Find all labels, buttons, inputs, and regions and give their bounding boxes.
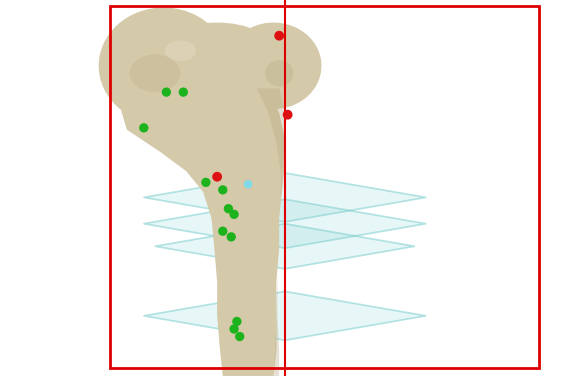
Ellipse shape	[161, 23, 274, 79]
Ellipse shape	[99, 8, 228, 124]
Point	[275, 33, 284, 39]
Point	[244, 181, 253, 187]
Point	[283, 112, 292, 118]
Ellipse shape	[130, 55, 180, 92]
Polygon shape	[144, 199, 426, 248]
Point	[179, 89, 188, 95]
Point	[230, 326, 239, 332]
Polygon shape	[144, 291, 426, 340]
Point	[162, 89, 171, 95]
Point	[139, 125, 148, 131]
Polygon shape	[155, 224, 415, 269]
Point	[213, 174, 222, 180]
Point	[218, 228, 227, 234]
Point	[232, 318, 241, 324]
Polygon shape	[257, 88, 285, 376]
Point	[201, 179, 210, 185]
Polygon shape	[144, 173, 426, 222]
Point	[235, 334, 244, 340]
Point	[230, 211, 239, 217]
Point	[227, 234, 236, 240]
Polygon shape	[121, 62, 285, 376]
Point	[224, 206, 233, 212]
Ellipse shape	[165, 41, 196, 61]
Point	[218, 187, 227, 193]
Ellipse shape	[265, 60, 293, 86]
Bar	[110, 6, 539, 368]
Ellipse shape	[226, 23, 321, 109]
